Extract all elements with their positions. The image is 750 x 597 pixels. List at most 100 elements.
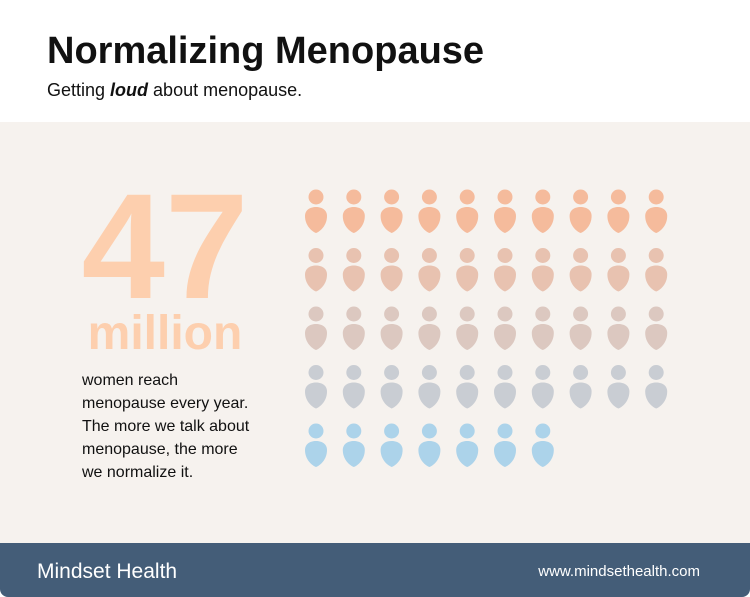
icon-body xyxy=(456,265,479,292)
icon-head xyxy=(535,306,551,322)
icon-body xyxy=(305,265,327,292)
icon-head xyxy=(308,189,324,205)
person-icon xyxy=(645,248,668,292)
icon-body xyxy=(645,382,668,409)
icon-head xyxy=(535,365,551,380)
icon-body xyxy=(305,441,327,467)
person-icon xyxy=(531,248,554,292)
icon-head xyxy=(308,423,324,439)
person-icon xyxy=(342,248,365,292)
person-icon xyxy=(342,306,365,350)
icon-body xyxy=(494,265,516,292)
icon-body xyxy=(607,207,630,233)
person-icon xyxy=(569,306,592,350)
icon-body xyxy=(418,382,441,409)
person-icon xyxy=(305,423,327,467)
person-icon xyxy=(494,423,516,467)
icon-head xyxy=(497,248,513,263)
icon-head xyxy=(459,365,475,380)
person-icon xyxy=(305,365,327,409)
person-icon xyxy=(569,365,592,409)
url: www.mindsethealth.com xyxy=(537,563,700,580)
icon-head xyxy=(535,423,551,439)
icon-head xyxy=(573,365,589,380)
person-icon xyxy=(418,365,441,409)
person-icon xyxy=(607,306,630,350)
icon-head xyxy=(497,306,513,322)
icon-body xyxy=(456,441,479,467)
icon-body xyxy=(456,207,479,233)
description-line: we normalize it. xyxy=(81,464,193,481)
icon-head xyxy=(648,189,664,205)
icon-head xyxy=(346,306,362,322)
person-icon xyxy=(645,306,668,350)
person-icon xyxy=(607,189,630,233)
person-icon xyxy=(531,306,554,350)
icon-body xyxy=(531,324,554,350)
icon-head xyxy=(573,189,589,205)
person-icon xyxy=(531,365,554,409)
icon-body xyxy=(645,265,668,292)
icon-head xyxy=(346,423,362,439)
icon-body xyxy=(494,382,516,409)
icon-head xyxy=(535,248,551,263)
icon-body xyxy=(305,207,327,233)
person-icon xyxy=(380,365,403,409)
subtitle: Getting loud about menopause. xyxy=(47,80,302,100)
person-icon xyxy=(305,248,327,292)
icon-body xyxy=(380,382,403,409)
icon-head xyxy=(610,248,626,263)
stat-unit: million xyxy=(88,307,243,360)
icon-body xyxy=(531,265,554,292)
icon-body xyxy=(380,207,403,233)
person-icon xyxy=(380,248,403,292)
icon-body xyxy=(342,382,365,409)
icon-head xyxy=(573,306,589,322)
footer-bg-top xyxy=(0,543,750,563)
icon-head xyxy=(421,423,437,439)
icon-head xyxy=(459,423,475,439)
icon-head xyxy=(384,189,400,205)
person-icon xyxy=(305,189,327,233)
icon-head xyxy=(346,365,362,380)
icon-body xyxy=(569,324,592,350)
icon-head xyxy=(459,248,475,263)
subtitle-after: about menopause. xyxy=(148,80,302,100)
icon-head xyxy=(610,365,626,380)
icon-head xyxy=(384,423,400,439)
icon-head xyxy=(573,248,589,263)
icon-head xyxy=(535,189,551,205)
icon-head xyxy=(384,365,400,380)
icon-head xyxy=(648,365,664,380)
person-icon xyxy=(456,423,479,467)
person-icon xyxy=(342,365,365,409)
subtitle-emphasis: loud xyxy=(110,80,149,100)
subtitle-before: Getting xyxy=(47,80,110,100)
icon-head xyxy=(497,365,513,380)
person-icon xyxy=(531,189,554,233)
icon-body xyxy=(531,207,554,233)
person-icon xyxy=(418,423,441,467)
icon-body xyxy=(342,265,365,292)
person-icon xyxy=(418,189,441,233)
person-icon xyxy=(380,423,403,467)
description-line: menopause every year. xyxy=(82,395,248,412)
icon-head xyxy=(497,423,513,439)
icon-body xyxy=(531,382,554,409)
icon-head xyxy=(346,189,362,205)
icon-body xyxy=(569,382,592,409)
person-icon xyxy=(342,423,365,467)
icon-body xyxy=(607,382,630,409)
brand-first: Mindset xyxy=(37,560,111,583)
person-icon xyxy=(607,248,630,292)
person-icon xyxy=(380,189,403,233)
icon-body xyxy=(645,324,668,350)
brand: Mindset Health xyxy=(37,560,177,583)
person-icon xyxy=(456,189,479,233)
icon-body xyxy=(380,441,403,467)
icon-body xyxy=(380,265,403,292)
icon-body xyxy=(607,324,630,350)
person-icon xyxy=(380,306,403,350)
icon-body xyxy=(494,207,516,233)
